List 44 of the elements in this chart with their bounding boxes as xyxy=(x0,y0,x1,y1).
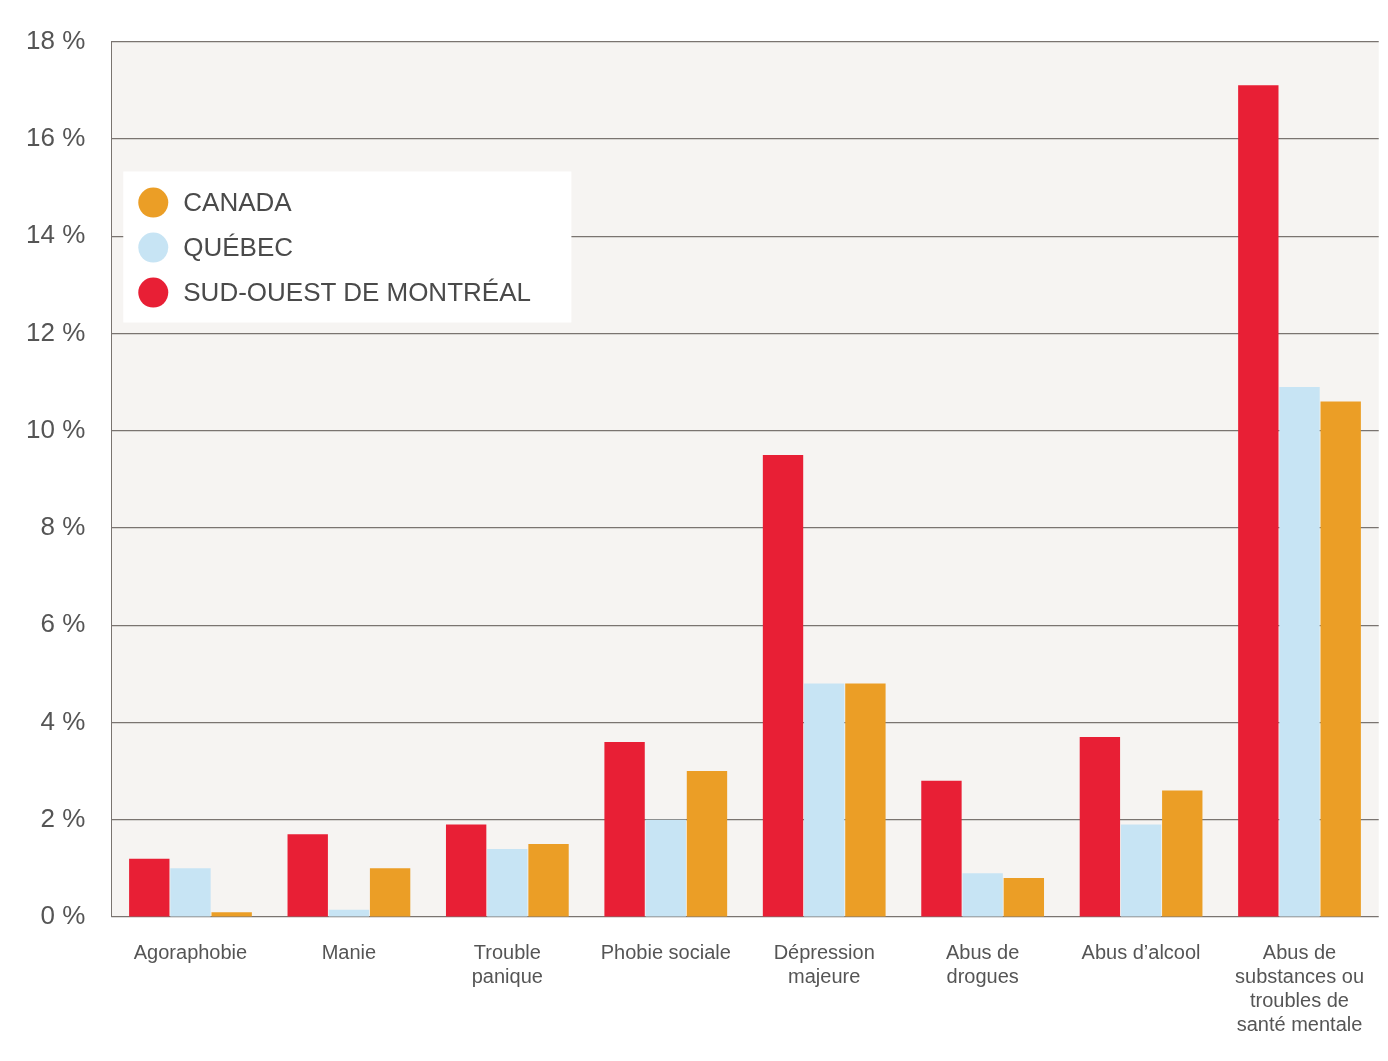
legend-label: CANADA xyxy=(183,186,293,217)
bar xyxy=(129,858,170,917)
bar xyxy=(1120,824,1162,917)
y-tick-label: 4 % xyxy=(40,705,86,736)
bar xyxy=(686,771,728,917)
bar xyxy=(170,868,211,917)
bar xyxy=(845,683,886,917)
x-tick-label: Phobie sociale xyxy=(600,940,731,963)
y-tick-label: 2 % xyxy=(40,802,86,833)
bar xyxy=(528,844,569,917)
y-tick-label: 10 % xyxy=(26,413,86,444)
bar xyxy=(645,819,686,917)
x-tick-label: Trouble panique xyxy=(471,940,543,987)
x-tick-label: Manie xyxy=(321,940,377,963)
legend-label: QUÉBEC xyxy=(183,231,294,262)
bar xyxy=(921,780,962,917)
bar xyxy=(804,683,845,917)
y-tick-label: 18 % xyxy=(26,24,86,55)
bar xyxy=(287,834,328,917)
bar xyxy=(1238,85,1279,917)
bar xyxy=(962,873,1003,917)
bar xyxy=(1003,878,1045,917)
x-tick-label: Abus de drogues xyxy=(945,940,1020,987)
bar xyxy=(604,741,645,917)
legend-label: SUD-OUEST DE MONTRÉAL xyxy=(183,276,531,307)
x-tick-label: Abus de substances ou troubles de santé mentale xyxy=(1235,940,1364,1035)
bar xyxy=(1162,790,1203,917)
x-tick-label: Agoraphobie xyxy=(133,940,248,963)
bar xyxy=(1279,386,1320,917)
x-tick-label: Abus d’alcool xyxy=(1081,940,1201,963)
bar xyxy=(445,824,487,917)
bar xyxy=(369,868,411,917)
bar xyxy=(487,848,528,917)
bar xyxy=(211,912,252,917)
bar xyxy=(1079,737,1121,917)
bar xyxy=(762,454,804,917)
x-tick-label: Dépression majeure xyxy=(773,940,875,987)
y-tick-label: 0 % xyxy=(40,900,86,931)
y-tick-label: 12 % xyxy=(26,316,86,347)
y-tick-label: 6 % xyxy=(40,608,86,639)
y-tick-label: 14 % xyxy=(26,219,86,250)
y-tick-label: 8 % xyxy=(40,511,86,542)
bar xyxy=(1320,401,1361,917)
y-tick-label: 16 % xyxy=(26,122,86,153)
